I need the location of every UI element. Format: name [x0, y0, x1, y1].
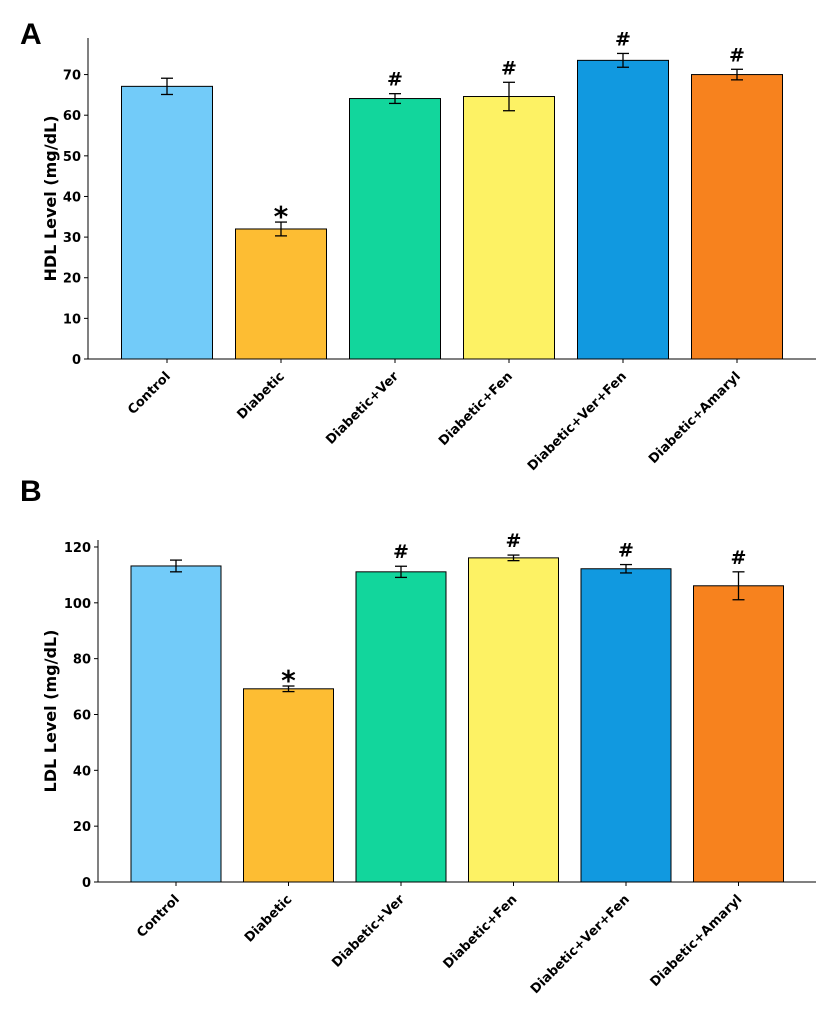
significance-marker: #: [731, 547, 747, 569]
x-tick-label: Control: [125, 369, 174, 418]
significance-marker: #: [618, 540, 634, 562]
y-axis-label: HDL Level (mg/dL): [41, 115, 60, 281]
x-tick-label: Diabetic+Fen: [436, 369, 516, 449]
bar-3: [468, 557, 559, 883]
y-tick-label: 40: [63, 190, 81, 205]
x-tick-label: Diabetic+Ver+Fen: [528, 892, 633, 997]
y-tick-label: 80: [73, 653, 91, 668]
y-tick-label: 40: [73, 764, 91, 779]
y-tick-label: 60: [73, 708, 91, 723]
y-tick-label: 100: [64, 597, 91, 612]
bar-0: [130, 565, 222, 883]
y-tick-label: 0: [82, 876, 91, 891]
x-tick-label: Diabetic+Amaryl: [646, 369, 744, 467]
bar-5: [693, 585, 784, 883]
y-tick-label: 0: [72, 353, 81, 368]
x-tick-label: Diabetic+Fen: [441, 892, 521, 972]
significance-marker: *: [281, 664, 296, 697]
x-tick-label: Diabetic+Amaryl: [648, 892, 746, 990]
bar-1: [235, 228, 327, 360]
y-tick-label: 70: [63, 69, 81, 84]
chart-panel-a: A Control * Diabetic # Diabetic+Ver # Diabetic+…: [20, 18, 816, 474]
panel-label: B: [20, 475, 42, 508]
bar-4: [577, 59, 669, 360]
x-tick-label: Diabetic: [234, 369, 287, 422]
significance-marker: #: [393, 541, 409, 563]
y-tick-label: 20: [73, 820, 91, 835]
bar-2: [355, 571, 447, 883]
significance-marker: #: [387, 69, 403, 91]
x-tick-label: Control: [134, 892, 183, 941]
significance-marker: #: [729, 44, 745, 66]
bar-2: [349, 98, 441, 360]
significance-marker: *: [274, 200, 289, 233]
bar-5: [691, 74, 783, 360]
bar-3: [463, 96, 555, 360]
x-tick-label: Diabetic: [242, 892, 295, 945]
significance-marker: #: [506, 530, 522, 552]
bar-0: [121, 85, 213, 360]
bar-4: [580, 568, 672, 883]
y-tick-label: 120: [64, 541, 91, 556]
x-tick-label: Diabetic+Ver: [323, 369, 402, 448]
bar-1: [243, 688, 334, 883]
y-tick-label: 60: [63, 109, 81, 124]
y-tick-label: 10: [63, 312, 81, 327]
panel-label: A: [20, 18, 42, 51]
x-tick-label: Diabetic+Ver: [329, 892, 408, 971]
significance-marker: #: [615, 28, 631, 50]
y-tick-label: 50: [63, 150, 81, 165]
y-tick-label: 30: [63, 231, 81, 246]
chart-panel-b: B Control * Diabetic # Diabetic+Ver # Diabetic+…: [20, 475, 816, 997]
x-tick-label: Diabetic+Ver+Fen: [525, 369, 630, 474]
y-tick-label: 20: [63, 272, 81, 287]
significance-marker: #: [501, 57, 517, 79]
y-axis-label: LDL Level (mg/dL): [41, 630, 60, 793]
